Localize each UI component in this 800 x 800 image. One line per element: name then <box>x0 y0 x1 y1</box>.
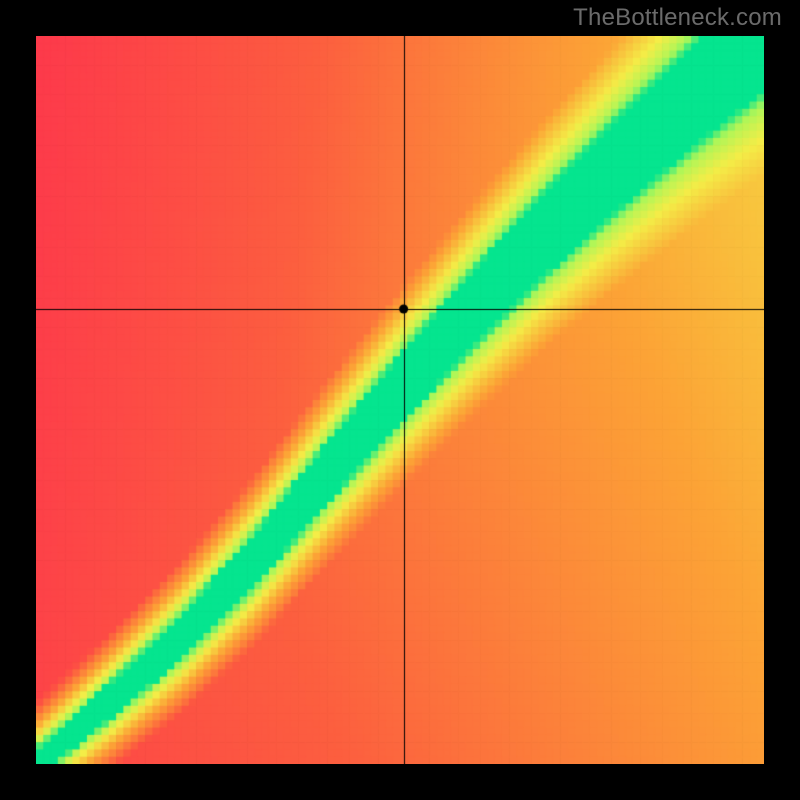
chart-container: TheBottleneck.com <box>0 0 800 800</box>
bottleneck-heatmap <box>36 36 764 764</box>
watermark-text: TheBottleneck.com <box>573 4 782 32</box>
